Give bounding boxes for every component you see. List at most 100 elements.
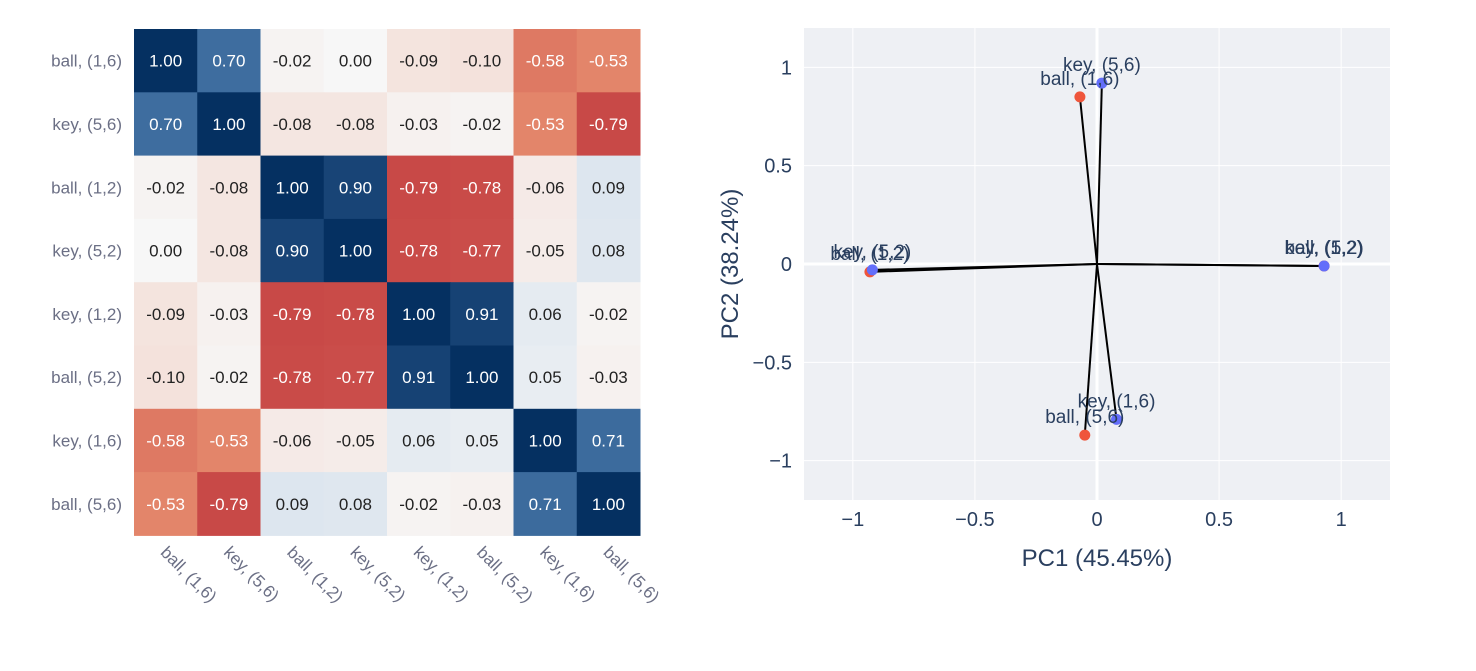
heatmap-cell xyxy=(576,92,641,157)
heatmap-cell xyxy=(260,92,325,157)
x-tick-label: −0.5 xyxy=(955,509,994,531)
loading-vector xyxy=(872,263,1098,271)
y-tick-label: 0 xyxy=(781,254,792,276)
heatmap-value-label: -0.58 xyxy=(146,431,185,450)
heatmap-cell xyxy=(323,218,388,283)
heatmap-value-label: 0.00 xyxy=(339,52,372,71)
pca-biplot: ball, (1,6) ball, (1,2) ball, (5,2) ball, (… xyxy=(717,28,1390,572)
heatmap-cell xyxy=(134,218,198,283)
heatmap-row-label: key, (5,6) xyxy=(52,115,122,134)
heatmap-value-label: 0.08 xyxy=(339,495,372,514)
heatmap-value-label: -0.03 xyxy=(463,495,502,514)
heatmap-col-label: key, (1,2) xyxy=(410,543,473,606)
heatmap-cell xyxy=(576,218,641,283)
heatmap-value-label: -0.10 xyxy=(146,368,185,387)
heatmap-cell xyxy=(134,345,198,410)
heatmap-value-label: 0.09 xyxy=(276,495,309,514)
heatmap-col-label: key, (5,2) xyxy=(347,543,410,606)
heatmap-value-label: -0.79 xyxy=(399,178,438,197)
scatter-point xyxy=(1111,413,1123,425)
heatmap-cell xyxy=(576,408,641,473)
point-label: key, (5,2) xyxy=(833,242,911,263)
heatmap-value-label: -0.53 xyxy=(210,431,249,450)
heatmap-cell xyxy=(323,408,388,473)
heatmap-value-label: 0.90 xyxy=(339,178,372,197)
point-label: ball, (5,6) xyxy=(1045,407,1124,428)
point-label: ball, (1,2) xyxy=(830,244,909,265)
heatmap-value-label: 0.05 xyxy=(465,431,498,450)
heatmap-cell xyxy=(450,282,514,346)
heatmap-value-label: -0.06 xyxy=(526,178,565,197)
heatmap-value-label: -0.06 xyxy=(273,431,312,450)
heatmap-col-label: ball, (1,2) xyxy=(283,543,347,607)
heatmap-cell xyxy=(134,472,198,536)
heatmap-cell xyxy=(323,29,388,93)
heatmap-cell xyxy=(450,29,514,93)
heatmap-cell xyxy=(197,345,261,410)
heatmap-value-label: -0.78 xyxy=(399,242,438,261)
heatmap-value-label: -0.08 xyxy=(273,115,312,134)
heatmap-value-label: -0.53 xyxy=(146,495,185,514)
heatmap-value-label: 1.00 xyxy=(529,431,562,450)
heatmap-cell xyxy=(513,155,578,220)
heatmap-col-label: key, (1,6) xyxy=(536,543,599,606)
heatmap-value-label: 0.91 xyxy=(402,368,435,387)
heatmap-cell xyxy=(387,92,451,157)
heatmap-cell xyxy=(387,408,451,473)
heatmap-value-label: 0.91 xyxy=(465,305,498,324)
heatmap-value-label: -0.58 xyxy=(526,52,565,71)
heatmap-value-label: 0.71 xyxy=(529,495,562,514)
heatmap-value-label: 0.70 xyxy=(212,52,245,71)
heatmap-value-label: 0.08 xyxy=(592,242,625,261)
heatmap-value-label: 1.00 xyxy=(339,242,372,261)
heatmap-value-label: 0.06 xyxy=(529,305,562,324)
heatmap-cell xyxy=(197,29,261,93)
heatmap-col-label: key, (5,6) xyxy=(220,543,283,606)
heatmap-row-label: ball, (1,2) xyxy=(51,178,122,197)
point-label: ball, (1,6) xyxy=(1040,69,1119,90)
heatmap-cell xyxy=(513,29,578,93)
x-tick-label: −1 xyxy=(841,509,864,531)
heatmap-cell xyxy=(323,155,388,220)
heatmap-cell xyxy=(387,155,451,220)
heatmap-value-label: -0.03 xyxy=(589,368,628,387)
heatmap-col-label: ball, (5,6) xyxy=(600,543,664,607)
heatmap-cell xyxy=(576,155,641,220)
heatmap-value-label: -0.79 xyxy=(589,115,628,134)
loading-vector xyxy=(1083,263,1098,436)
heatmap-value-label: 1.00 xyxy=(149,52,182,71)
heatmap-cell xyxy=(260,472,325,536)
heatmap-cell xyxy=(513,92,578,157)
heatmap-value-label: 0.05 xyxy=(529,368,562,387)
heatmap-value-label: -0.53 xyxy=(589,52,628,71)
heatmap-cell xyxy=(450,92,514,157)
heatmap-cell xyxy=(260,29,325,93)
heatmap-cell xyxy=(387,345,451,410)
heatmap-cell xyxy=(260,282,325,346)
heatmap-cell xyxy=(513,472,578,536)
heatmap-row-label: ball, (5,2) xyxy=(51,368,122,387)
heatmap-value-label: -0.78 xyxy=(336,305,375,324)
heatmap-value-label: -0.02 xyxy=(210,368,249,387)
point-label: key, (1,2) xyxy=(1285,238,1363,259)
heatmap-value-label: -0.08 xyxy=(210,242,249,261)
heatmap-value-label: 1.00 xyxy=(276,178,309,197)
heatmap-value-label: 0.00 xyxy=(149,242,182,261)
x-tick-label: 0 xyxy=(1091,509,1102,531)
heatmap-cell xyxy=(513,408,578,473)
y-tick-label: 1 xyxy=(781,57,792,79)
heatmap-value-label: 0.90 xyxy=(276,242,309,261)
heatmap-value-label: -0.03 xyxy=(210,305,249,324)
heatmap-cell xyxy=(450,408,514,473)
heatmap-value-label: -0.05 xyxy=(526,242,565,261)
heatmap-value-label: -0.09 xyxy=(399,52,438,71)
heatmap-value-label: -0.02 xyxy=(146,178,185,197)
heatmap-cell xyxy=(576,472,641,536)
heatmap-row-label: key, (1,2) xyxy=(52,305,122,324)
heatmap-cell xyxy=(513,218,578,283)
heatmap-value-label: -0.79 xyxy=(210,495,249,514)
y-tick-label: −1 xyxy=(769,451,792,473)
heatmap-cell xyxy=(576,282,641,346)
scatter-point xyxy=(866,264,878,276)
